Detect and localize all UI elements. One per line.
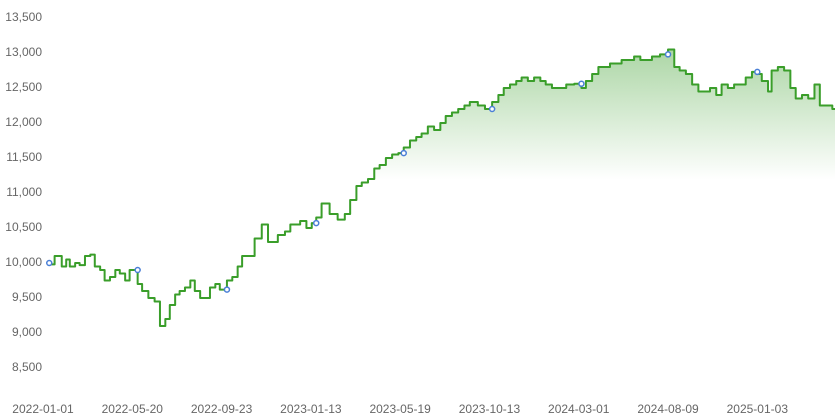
x-tick-label: 2022-05-20 [102,402,164,416]
marker [488,105,496,113]
x-tick-label: 2022-01-01 [12,402,74,416]
y-tick-label: 10,500 [5,220,42,234]
y-tick-label: 11,500 [6,150,42,164]
y-tick-label: 12,500 [5,80,42,94]
x-tick-label: 2024-03-01 [548,402,610,416]
marker [312,219,320,227]
marker [664,51,672,58]
x-tick-label: 2024-08-09 [637,402,699,416]
y-tick-label: 9,500 [12,290,42,304]
marker [46,259,53,267]
y-tick-label: 13,500 [5,10,42,24]
y-tick-label: 12,000 [5,115,42,129]
y-tick-label: 10,000 [5,255,42,269]
marker [223,286,231,293]
x-tick-label: 2023-01-13 [280,402,342,416]
marker [134,266,141,274]
y-tick-label: 13,000 [5,45,42,59]
area-fill [49,49,835,403]
y-tick-label: 9,000 [12,325,42,339]
marker [754,68,761,76]
x-tick-label: 2023-10-13 [459,402,521,416]
line [48,48,835,327]
x-tick-label: 2023-05-19 [369,402,431,416]
y-tick-label: 11,000 [6,185,42,199]
y-tick-label: 8,500 [12,360,42,374]
x-tick-label: 2025-01-03 [727,402,789,416]
marker [578,80,585,88]
marker [400,149,407,157]
x-tick-label: 2022-09-23 [191,402,253,416]
